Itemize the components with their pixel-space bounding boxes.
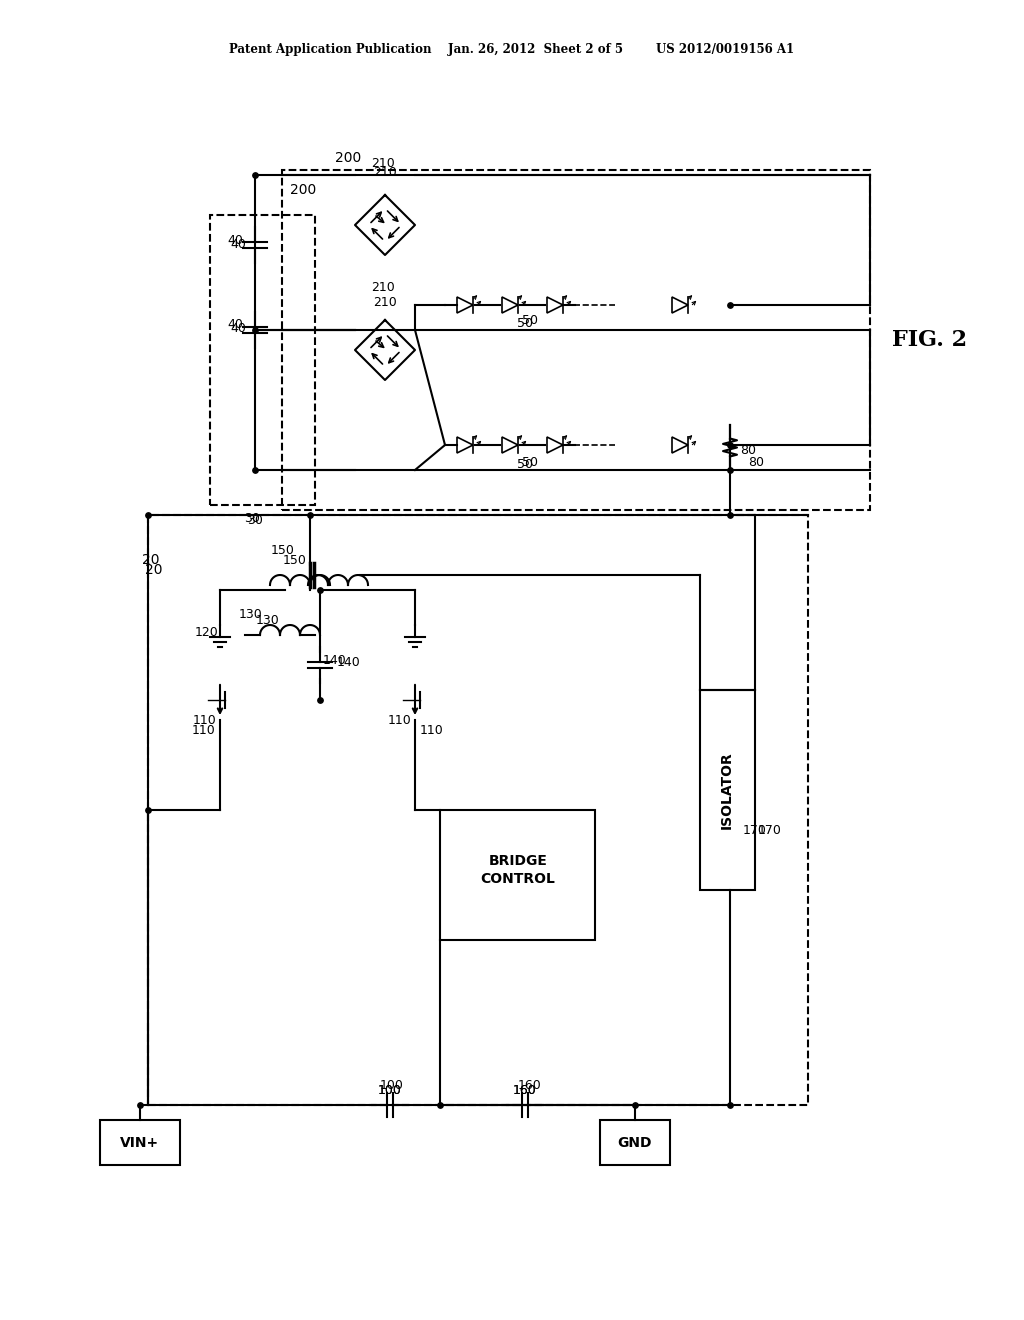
Text: 150: 150 <box>271 544 295 557</box>
Text: 170: 170 <box>758 824 782 837</box>
Text: 50: 50 <box>517 317 534 330</box>
FancyBboxPatch shape <box>700 690 755 890</box>
Text: 160: 160 <box>513 1084 537 1097</box>
FancyBboxPatch shape <box>100 1119 180 1166</box>
Text: VIN+: VIN+ <box>121 1137 160 1150</box>
Text: 30: 30 <box>244 512 260 525</box>
Text: 210: 210 <box>373 296 397 309</box>
Text: 110: 110 <box>191 723 215 737</box>
Text: 30: 30 <box>247 513 263 527</box>
Text: 210: 210 <box>373 165 397 178</box>
Text: 170: 170 <box>743 824 767 837</box>
Text: 20: 20 <box>145 564 163 577</box>
Text: 50: 50 <box>517 458 534 471</box>
Text: 80: 80 <box>748 455 764 469</box>
Point <box>311 689 328 710</box>
Point <box>140 800 157 821</box>
Text: 120: 120 <box>195 626 218 639</box>
Point <box>722 294 738 315</box>
Text: 50: 50 <box>522 455 538 469</box>
Point <box>432 1094 449 1115</box>
Text: GND: GND <box>617 1137 652 1150</box>
Text: 210: 210 <box>371 281 395 294</box>
Text: 40: 40 <box>230 239 246 252</box>
Point <box>140 504 157 525</box>
Point <box>722 459 738 480</box>
Point <box>247 319 263 341</box>
Point <box>247 165 263 186</box>
Point <box>627 1094 643 1115</box>
Text: 110: 110 <box>420 723 443 737</box>
Text: 110: 110 <box>194 714 217 726</box>
Text: ISOLATOR: ISOLATOR <box>720 751 734 829</box>
Text: 160: 160 <box>518 1078 542 1092</box>
Point <box>722 504 738 525</box>
Text: 100: 100 <box>378 1084 402 1097</box>
FancyBboxPatch shape <box>600 1119 670 1166</box>
Text: 50: 50 <box>522 314 538 326</box>
Point <box>722 1094 738 1115</box>
Text: 80: 80 <box>740 444 756 457</box>
Text: 100: 100 <box>378 1084 402 1097</box>
FancyBboxPatch shape <box>440 810 595 940</box>
Point <box>311 579 328 601</box>
Text: 130: 130 <box>239 609 262 622</box>
Text: 210: 210 <box>371 157 395 170</box>
Point <box>132 1094 148 1115</box>
Text: 150: 150 <box>283 553 307 566</box>
Text: FIG. 2: FIG. 2 <box>893 329 968 351</box>
Point <box>247 459 263 480</box>
Text: 100: 100 <box>380 1078 403 1092</box>
Text: 20: 20 <box>142 553 160 568</box>
Text: 40: 40 <box>227 318 243 331</box>
Text: 200: 200 <box>290 183 316 197</box>
Text: 40: 40 <box>227 234 243 247</box>
Text: 200: 200 <box>335 150 361 165</box>
Text: 40: 40 <box>230 322 246 334</box>
Text: 110: 110 <box>388 714 412 726</box>
Text: 130: 130 <box>256 614 280 627</box>
Text: BRIDGE
CONTROL: BRIDGE CONTROL <box>480 854 555 886</box>
Point <box>722 434 738 455</box>
Text: 140: 140 <box>337 656 360 668</box>
Text: Patent Application Publication    Jan. 26, 2012  Sheet 2 of 5        US 2012/001: Patent Application Publication Jan. 26, … <box>229 44 795 57</box>
Text: 140: 140 <box>324 653 347 667</box>
Text: 160: 160 <box>513 1084 537 1097</box>
Point <box>302 504 318 525</box>
